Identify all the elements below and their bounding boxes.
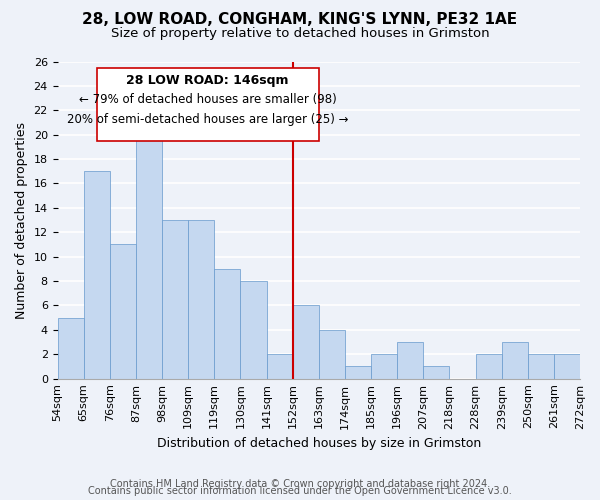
Bar (371, 354, 397, 378)
Text: 28 LOW ROAD: 146sqm: 28 LOW ROAD: 146sqm (127, 74, 289, 86)
Bar (319, 330, 345, 378)
Bar (241, 281, 266, 378)
Bar (476, 354, 502, 378)
Text: 28, LOW ROAD, CONGHAM, KING'S LYNN, PE32 1AE: 28, LOW ROAD, CONGHAM, KING'S LYNN, PE32… (82, 12, 518, 28)
Bar (162, 220, 188, 378)
Bar (188, 220, 214, 378)
Bar (554, 354, 580, 378)
Bar (293, 306, 319, 378)
Bar (83, 172, 110, 378)
Bar (214, 269, 241, 378)
Bar (110, 244, 136, 378)
Bar (136, 110, 162, 378)
Bar (58, 318, 83, 378)
Bar (423, 366, 449, 378)
Bar (528, 354, 554, 378)
Bar (266, 354, 293, 378)
Text: Contains HM Land Registry data © Crown copyright and database right 2024.: Contains HM Land Registry data © Crown c… (110, 479, 490, 489)
Text: Contains public sector information licensed under the Open Government Licence v3: Contains public sector information licen… (88, 486, 512, 496)
Text: 20% of semi-detached houses are larger (25) →: 20% of semi-detached houses are larger (… (67, 112, 349, 126)
Y-axis label: Number of detached properties: Number of detached properties (15, 122, 28, 318)
Bar (397, 342, 423, 378)
Text: ← 79% of detached houses are smaller (98): ← 79% of detached houses are smaller (98… (79, 93, 337, 106)
X-axis label: Distribution of detached houses by size in Grimston: Distribution of detached houses by size … (157, 437, 481, 450)
Bar (345, 366, 371, 378)
Text: Size of property relative to detached houses in Grimston: Size of property relative to detached ho… (110, 28, 490, 40)
Bar (502, 342, 528, 378)
FancyBboxPatch shape (97, 68, 319, 141)
